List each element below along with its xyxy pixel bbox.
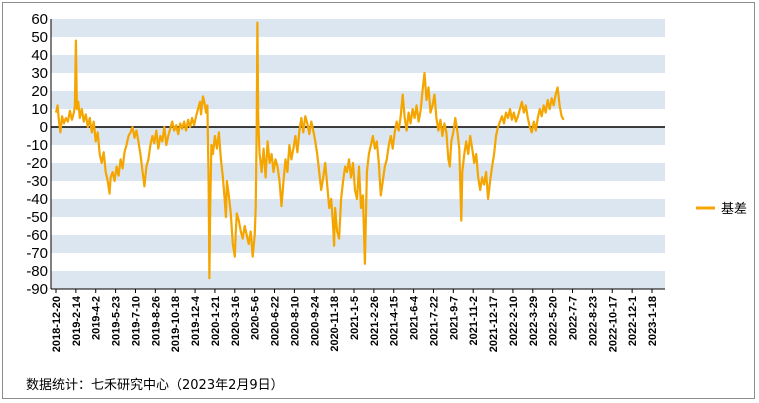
grid-band: [51, 127, 665, 145]
x-tick-label: 2021-9-7: [448, 296, 460, 340]
grid-band: [51, 235, 665, 253]
y-tick-label: -70: [26, 245, 48, 262]
y-tick-label: 20: [31, 83, 48, 100]
x-tick-label: 2019-12-4: [190, 295, 202, 346]
x-tick-label: 2020-3-16: [230, 296, 242, 346]
x-tick-label: 2019-2-14: [71, 295, 83, 346]
y-tick-label: -40: [26, 191, 48, 208]
y-tick-label: 30: [31, 65, 48, 82]
y-tick-label: 60: [31, 11, 48, 28]
x-tick-label: 2022-10-17: [607, 296, 619, 352]
x-tick-label: 2021-6-4: [409, 295, 421, 340]
x-tick-label: 2023-1-18: [647, 296, 659, 346]
y-tick-label: -50: [26, 209, 48, 226]
x-axis-ticks: 2018-12-20 2019-2-14 2019-4-2 2019-5-23 2019…: [51, 289, 659, 352]
x-tick-label: 2022-7-7: [568, 296, 580, 340]
x-tick-label: 2021-4-15: [389, 296, 401, 346]
chart-frame: 60 50 40 30 20 10 0 -10 -20 -30 -40 -50 -60 -70 -80 -90…: [2, 2, 755, 399]
y-tick-label: -10: [26, 137, 48, 154]
grid-band: [51, 199, 665, 217]
x-tick-label: 2020-5-6: [250, 296, 262, 340]
basis-line-chart: 6050403020100-10-20-30-40-50-60-70-80-90…: [26, 11, 747, 393]
series-line-basis: [54, 21, 565, 280]
x-tick-label: 2021-1-5: [349, 296, 361, 340]
grid-band: [51, 91, 665, 109]
legend: 基差: [696, 202, 747, 217]
x-tick-label: 2021-2-26: [369, 296, 381, 346]
x-tick-label: 2022-8-23: [587, 296, 599, 346]
y-tick-label: -90: [26, 281, 48, 298]
x-tick-label: 2020-9-24: [309, 295, 321, 346]
x-tick-label: 2021-12-17: [488, 296, 500, 352]
x-tick-label: 2021-11-2: [468, 296, 480, 346]
x-tick-label: 2019-7-10: [130, 296, 142, 346]
grid-band: [51, 271, 665, 289]
y-tick-label: 10: [31, 101, 48, 118]
x-tick-label: 2019-5-23: [111, 296, 123, 346]
y-tick-label: 40: [31, 47, 48, 64]
source-note: 数据统计：七禾研究中心（2023年2月9日）: [26, 378, 284, 393]
x-tick-label: 2019-8-26: [150, 296, 162, 346]
x-tick-label: 2020-8-10: [289, 296, 301, 346]
y-tick-label: -80: [26, 263, 48, 280]
x-tick-label: 2022-3-29: [528, 296, 540, 346]
legend-label: 基差: [721, 202, 747, 217]
x-tick-label: 2020-1-21: [210, 296, 222, 346]
grid-bands: [51, 19, 665, 289]
x-tick-label: 2022-2-10: [508, 296, 520, 346]
y-tick-label: 50: [31, 29, 48, 46]
grid-band: [51, 55, 665, 73]
y-tick-label: -60: [26, 227, 48, 244]
x-tick-label: 2020-6-22: [270, 296, 282, 346]
x-tick-label: 2019-4-2: [91, 296, 103, 340]
grid-band: [51, 19, 665, 37]
x-tick-label: 2018-12-20: [51, 296, 63, 352]
x-tick-label: 2021-7-22: [428, 296, 440, 346]
x-tick-label: 2020-11-18: [329, 296, 341, 352]
y-tick-label: 0: [40, 119, 48, 136]
y-tick-label: -20: [26, 155, 48, 172]
y-tick-label: -30: [26, 173, 48, 190]
x-tick-label: 2022-12-1: [627, 296, 639, 346]
x-tick-label: 2019-10-18: [170, 296, 182, 352]
axes: [50, 19, 665, 290]
x-tick-label: 2022-5-20: [548, 296, 560, 346]
